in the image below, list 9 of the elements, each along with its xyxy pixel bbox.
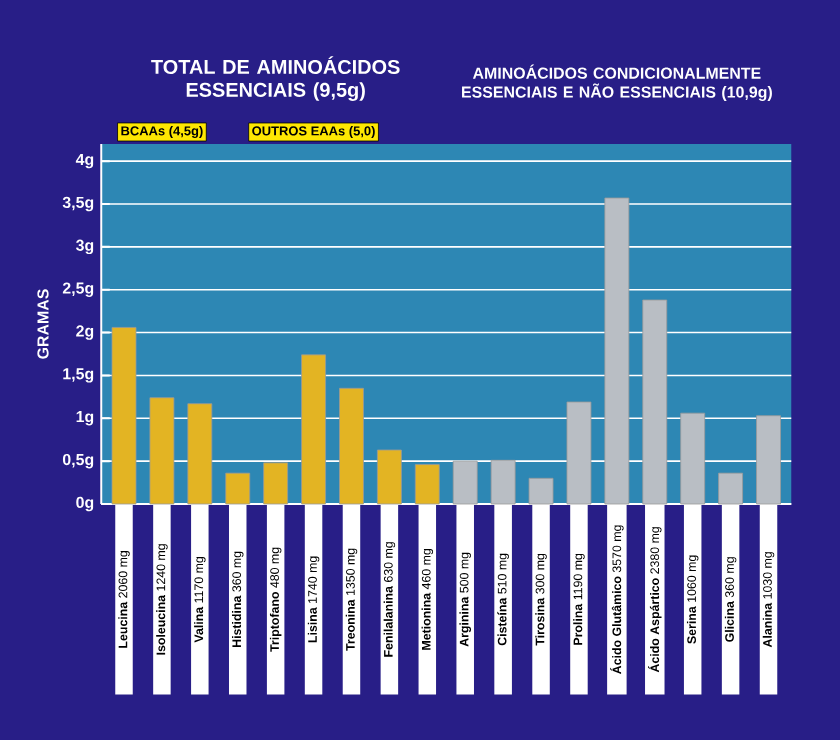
bar — [225, 472, 251, 505]
bar — [414, 464, 440, 505]
bar — [528, 477, 554, 505]
bar — [376, 449, 402, 505]
bar — [452, 460, 478, 505]
bar — [263, 462, 289, 505]
bar — [718, 472, 743, 505]
text: TOTAL DE AMINOÁCIDOS ESSENCIAIS (9,5g) — [151, 56, 400, 101]
bar — [490, 459, 516, 505]
